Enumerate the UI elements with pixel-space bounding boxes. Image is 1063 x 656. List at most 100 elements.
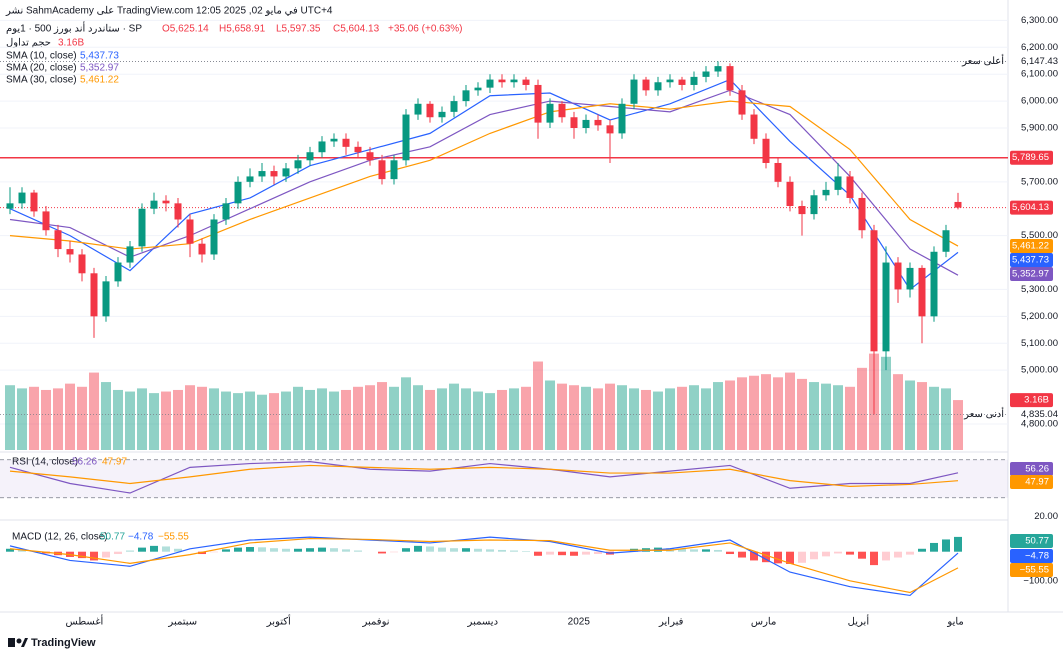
- volume-bar: [137, 388, 147, 450]
- macd-line: [9, 536, 959, 597]
- candle-body: [798, 206, 806, 215]
- volume-bar: [113, 389, 123, 450]
- volume-badge-label: 3.16B: [1024, 395, 1049, 406]
- candle-body: [858, 197, 866, 231]
- published: نشر SahmAcademy على TradingView.com في م…: [5, 6, 333, 17]
- candle-body: [750, 114, 758, 139]
- volume-bar: [65, 383, 75, 450]
- macd-hist: [834, 551, 842, 554]
- candle-body: [42, 211, 50, 231]
- candle-body: [306, 152, 314, 161]
- macd-hist: [726, 551, 734, 555]
- macd-badge-label: −55.55: [1020, 565, 1049, 576]
- x-tick-label: أكتوبر: [266, 615, 291, 628]
- macd-badge-label: −4.78: [1025, 551, 1049, 562]
- sma-line: [9, 89, 959, 276]
- macd-hist: [702, 549, 710, 552]
- volume-bar: [53, 388, 63, 450]
- volume-bar: [761, 374, 771, 450]
- volume-bar: [593, 388, 603, 450]
- macd-hist: [90, 551, 98, 561]
- macd-hist: [6, 548, 14, 552]
- y-tick-label: 5,300.00: [1021, 284, 1058, 295]
- volume-bar: [665, 388, 675, 450]
- sma-line: [9, 100, 959, 250]
- volume-bar: [281, 391, 291, 450]
- volume-bar: [485, 393, 495, 450]
- macd-hist: [738, 551, 746, 558]
- macd-hist: [378, 551, 386, 554]
- last-price-badge: [1010, 200, 1053, 215]
- macd-tick-label: −100.00: [1023, 575, 1058, 586]
- macd-hist: [486, 549, 494, 552]
- candle-body: [510, 79, 518, 83]
- y-tick-label: 6,100.00: [1021, 69, 1058, 80]
- candle-body: [498, 79, 506, 83]
- rsi-legend-value: 47.97: [102, 457, 127, 468]
- volume-bar: [497, 389, 507, 450]
- macd-hist: [786, 551, 794, 564]
- volume-bar: [269, 393, 279, 450]
- candle-body: [366, 152, 374, 161]
- candle-body: [630, 79, 638, 104]
- candle-body: [294, 160, 302, 169]
- macd-hist: [678, 548, 686, 552]
- candle-body: [222, 203, 230, 220]
- candle-body: [30, 192, 38, 212]
- volume-bar: [881, 356, 891, 450]
- resistance-badge: [1010, 150, 1053, 165]
- macd-hist: [222, 549, 230, 552]
- legend-name: SMA (20, close): [6, 63, 77, 74]
- resistance-badge-label: 5,789.65: [1012, 152, 1049, 163]
- macd-hist: [258, 547, 266, 552]
- volume-bar: [773, 377, 783, 450]
- macd-hist: [954, 536, 962, 552]
- volume-bar: [821, 383, 831, 450]
- last-price-badge-label: 5,604.13: [1012, 202, 1049, 213]
- candle-body: [738, 90, 746, 115]
- candle-body: [666, 79, 674, 83]
- volume-bar: [509, 388, 519, 450]
- y-tick-label: 5,100.00: [1021, 338, 1058, 349]
- volume-bar: [905, 380, 915, 450]
- rsi-line: [9, 461, 959, 494]
- macd-hist: [342, 549, 350, 552]
- volume-bar: [317, 388, 327, 450]
- macd-hist: [150, 545, 158, 552]
- candle-body: [774, 162, 782, 182]
- macd-hist: [354, 550, 362, 552]
- volume-bar: [353, 386, 363, 450]
- y-tick-label: 6,200.00: [1021, 42, 1058, 53]
- y-tick-label: 6,300.00: [1021, 15, 1058, 26]
- candle-body: [318, 141, 326, 153]
- rsi-badge: [1010, 462, 1053, 476]
- sma-badge-label: 5,437.73: [1012, 255, 1049, 266]
- volume-bar: [425, 389, 435, 450]
- candle-body: [714, 66, 722, 72]
- candle-body: [690, 76, 698, 85]
- candle-body: [198, 243, 206, 255]
- volume-bar: [125, 391, 135, 450]
- close: C5,604.13: [333, 24, 380, 35]
- macd-hist: [114, 551, 122, 555]
- candle-body: [882, 262, 890, 352]
- candle-body: [438, 111, 446, 118]
- macd-line: [9, 537, 959, 594]
- candle-body: [246, 176, 254, 182]
- candle-body: [906, 267, 914, 290]
- volume-bar: [929, 386, 939, 450]
- macd-title: MACD (12, 26, close): [12, 532, 108, 543]
- macd-hist: [558, 551, 566, 556]
- macd-legend-value: −55.55: [158, 532, 189, 543]
- volume-bar: [173, 389, 183, 450]
- macd-hist: [390, 551, 398, 553]
- macd-hist: [846, 551, 854, 555]
- volume-bar: [209, 388, 219, 450]
- volume-bar: [305, 389, 315, 450]
- macd-hist: [582, 551, 590, 555]
- macd-hist: [942, 539, 950, 552]
- macd-hist: [534, 551, 542, 556]
- volume-bar: [713, 382, 723, 450]
- legend-name: SMA (30, close): [6, 75, 77, 86]
